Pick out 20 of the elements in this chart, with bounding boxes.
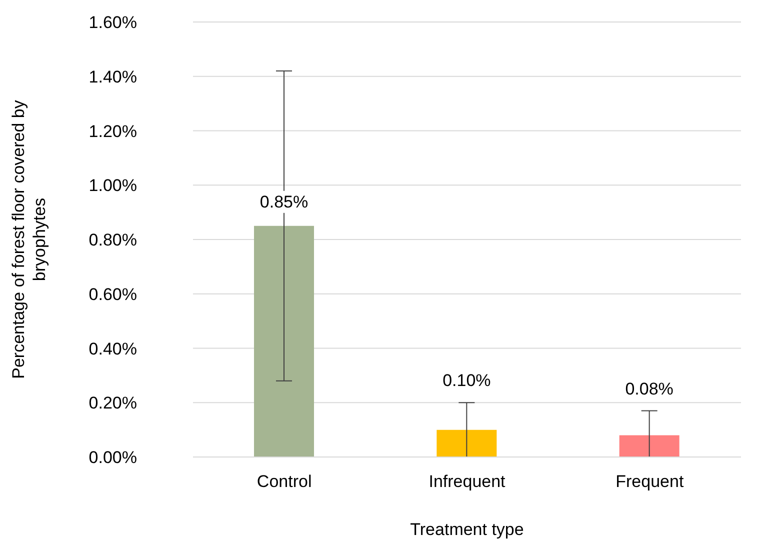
x-axis-title: Treatment type: [410, 520, 524, 539]
bar: [619, 435, 680, 457]
data-label: 0.10%: [442, 371, 491, 390]
x-tick-label: Infrequent: [428, 472, 506, 492]
y-tick-label: 1.40%: [88, 67, 137, 86]
bar: [254, 226, 314, 457]
y-tick-label: 1.00%: [88, 176, 137, 196]
y-tick-label: 0.40%: [88, 339, 137, 358]
data-label: 0.85%: [260, 192, 308, 212]
x-tick-label: Frequent: [616, 472, 684, 492]
y-tick-label: 0.00%: [88, 448, 137, 468]
bar: [436, 430, 497, 457]
y-axis-title: Percentage of forest floor covered by bryophytes: [9, 100, 49, 379]
y-tick-label: 1.20%: [88, 122, 137, 141]
x-tick-label: Control: [256, 472, 312, 492]
data-label: 0.08%: [625, 379, 674, 398]
y-tick-label: 1.60%: [88, 13, 137, 32]
y-tick-label: 0.20%: [88, 394, 137, 413]
y-tick-label: 0.80%: [88, 230, 137, 250]
y-tick-label: 0.60%: [88, 284, 137, 304]
